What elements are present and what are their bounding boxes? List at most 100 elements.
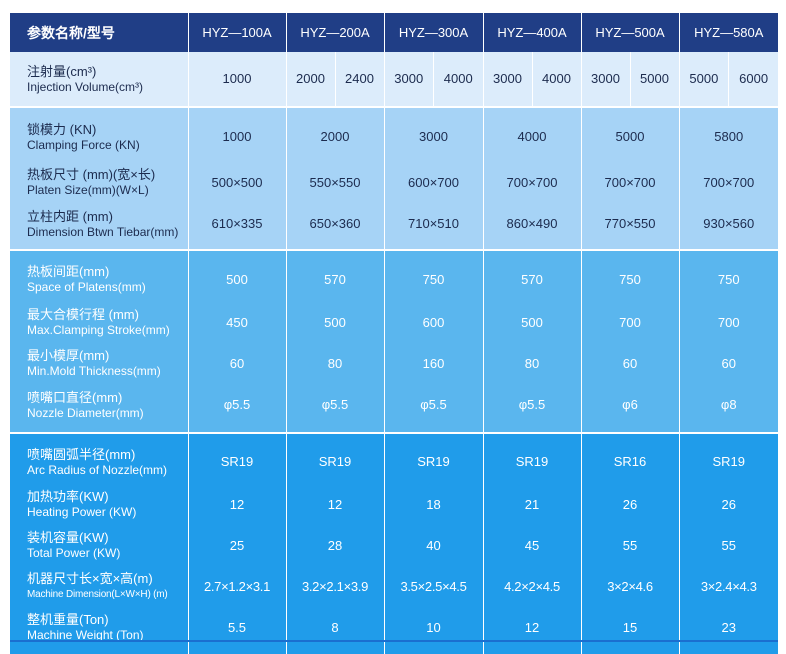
table-cell: 160 [384, 343, 484, 384]
injection-volume-row: 注射量(cm³) Injection Volume(cm³) 1000 2000… [10, 52, 778, 107]
table-cell: 25 [188, 525, 287, 566]
row-label-zh: 喷嘴口直径(mm) [27, 389, 123, 405]
table-row: 立柱内距 (mm) Dimension Btwn Tiebar(mm) 610×33… [10, 203, 778, 250]
row-label: 喷嘴圆弧半径(mm) Arc Radius of Nozzle(mm) [10, 434, 189, 484]
row-label: 整机重量(Ton) Machine Weight (Ton) [10, 607, 189, 654]
table-cell: 45 [483, 525, 582, 566]
table-cell: 40 [384, 525, 484, 566]
model-header: HYZ—300A [384, 13, 484, 52]
table-cell: 500 [286, 302, 385, 343]
table-row: 锁模力 (KN) Clamping Force (KN) 1000 2000 3000 4… [10, 108, 778, 162]
row-label-zh: 立柱内距 (mm) [27, 208, 113, 224]
table-cell: 700×700 [581, 162, 680, 203]
table-cell: 23 [679, 607, 778, 654]
table-cell: 3000 5000 [581, 52, 680, 107]
table-cell: φ6 [581, 384, 680, 433]
row-label: 机器尺寸长×宽×高(m) Machine Dimension(L×W×H) (m) [10, 566, 189, 607]
table-cell: SR19 [384, 434, 484, 484]
table-cell: 3000 4000 [483, 52, 582, 107]
table-row: 热板间距(mm) Space of Platens(mm) 500 570 750 570… [10, 251, 778, 302]
table-cell: 450 [188, 302, 287, 343]
table-row: 加热功率(KW) Heating Power (KW) 12 12 18 21 26 26 [10, 484, 778, 525]
row-label: 热板间距(mm) Space of Platens(mm) [10, 251, 189, 302]
table-cell: 12 [188, 484, 287, 525]
row-label: 热板尺寸 (mm)(宽×长) Platen Size(mm)(W×L) [10, 162, 189, 203]
table-cell: 5.5 [188, 607, 287, 654]
table-cell: SR16 [581, 434, 680, 484]
row-label-en: Heating Power (KW) [27, 505, 137, 519]
table-cell: 12 [286, 484, 385, 525]
table-cell: SR19 [188, 434, 287, 484]
row-label-en: Min.Mold Thickness(mm) [27, 364, 161, 378]
table-cell: 1000 [188, 52, 287, 107]
table-cell: 55 [581, 525, 680, 566]
table-cell: 750 [581, 251, 680, 302]
row-label: 锁模力 (KN) Clamping Force (KN) [10, 108, 189, 162]
table-cell: SR19 [286, 434, 385, 484]
table-row: 热板尺寸 (mm)(宽×长) Platen Size(mm)(W×L) 500×50… [10, 162, 778, 203]
table-cell: 3.2×2.1×3.9 [286, 566, 385, 607]
row-label-zh: 最大合模行程 (mm) [27, 307, 139, 322]
table-cell: 4000 [483, 108, 582, 162]
cell-value-b: 5000 [640, 71, 669, 86]
table-cell: 1000 [188, 108, 287, 162]
row-label: 最小模厚(mm) Min.Mold Thickness(mm) [10, 343, 189, 384]
table-cell: φ5.5 [384, 384, 484, 433]
table-row: 机器尺寸长×宽×高(m) Machine Dimension(L×W×H) (m)… [10, 566, 778, 607]
table-cell: φ5.5 [286, 384, 385, 433]
row-label: 立柱内距 (mm) Dimension Btwn Tiebar(mm) [10, 203, 189, 250]
header-label: 参数名称/型号 [10, 13, 189, 52]
table-cell: 650×360 [286, 203, 385, 250]
row-label-zh: 加热功率(KW) [27, 489, 109, 504]
row-label-zh: 整机重量(Ton) [27, 612, 109, 627]
table-cell: 3.5×2.5×4.5 [384, 566, 484, 607]
table-cell: 610×335 [188, 203, 287, 250]
row-label-en: Total Power (KW) [27, 546, 121, 560]
table-cell: 700 [581, 302, 680, 343]
table-cell: 860×490 [483, 203, 582, 250]
table-cell: 28 [286, 525, 385, 566]
row-label-zh: 锁模力 (KN) [27, 121, 97, 137]
table-cell: 500×500 [188, 162, 287, 203]
cell-value-a: 3000 [484, 52, 533, 106]
row-label-en: Max.Clamping Stroke(mm) [27, 323, 170, 337]
row-label-zh: 热板间距(mm) [27, 264, 110, 279]
row-label-zh: 喷嘴圆弧半径(mm) [27, 446, 136, 462]
model-header: HYZ—100A [188, 13, 287, 52]
table-cell: 15 [581, 607, 680, 654]
table-cell: φ5.5 [483, 384, 582, 433]
row-label: 注射量(cm³) Injection Volume(cm³) [10, 52, 189, 107]
table-cell: 60 [581, 343, 680, 384]
table-cell: 4.2×2×4.5 [483, 566, 582, 607]
row-label-zh: 热板尺寸 (mm)(宽×长) [27, 167, 156, 182]
table-cell: 60 [188, 343, 287, 384]
table-row: 最大合模行程 (mm) Max.Clamping Stroke(mm) 450 500… [10, 302, 778, 343]
table-row: 最小模厚(mm) Min.Mold Thickness(mm) 60 80 160 80 6… [10, 343, 778, 384]
model-header: HYZ—400A [483, 13, 582, 52]
table-row: 装机容量(KW) Total Power (KW) 25 28 40 45 55 55 [10, 525, 778, 566]
table-cell: 2.7×1.2×3.1 [188, 566, 287, 607]
table-cell: 5000 [581, 108, 680, 162]
table-cell: 930×560 [679, 203, 778, 250]
table-cell: 710×510 [384, 203, 484, 250]
cell-value-a: 3000 [385, 52, 434, 106]
table-cell: 12 [483, 607, 582, 654]
table-cell: 21 [483, 484, 582, 525]
table-cell: 3×2×4.6 [581, 566, 680, 607]
table-cell: 3000 [384, 108, 484, 162]
row-label: 加热功率(KW) Heating Power (KW) [10, 484, 189, 525]
cell-value-b: 4000 [443, 71, 473, 86]
table-cell: 18 [384, 484, 484, 525]
table-cell: 600×700 [384, 162, 484, 203]
cell-value-a: 5000 [680, 52, 730, 106]
spec-table: 参数名称/型号 HYZ—100A HYZ—200A HYZ—300A HYZ—4… [10, 13, 778, 654]
table-cell: 3×2.4×4.3 [679, 566, 778, 607]
table-cell: 570 [483, 251, 582, 302]
table-cell: 5000 6000 [679, 52, 778, 107]
table-cell: 8 [286, 607, 385, 654]
table-cell: 500 [188, 251, 287, 302]
table-row: 喷嘴口直径(mm) Nozzle Diameter(mm) φ5.5 φ5.5 φ5.5… [10, 384, 778, 433]
table-cell: 5800 [679, 108, 778, 162]
table-cell: 2000 2400 [286, 52, 385, 107]
row-label-zh: 注射量(cm³) [27, 63, 97, 79]
